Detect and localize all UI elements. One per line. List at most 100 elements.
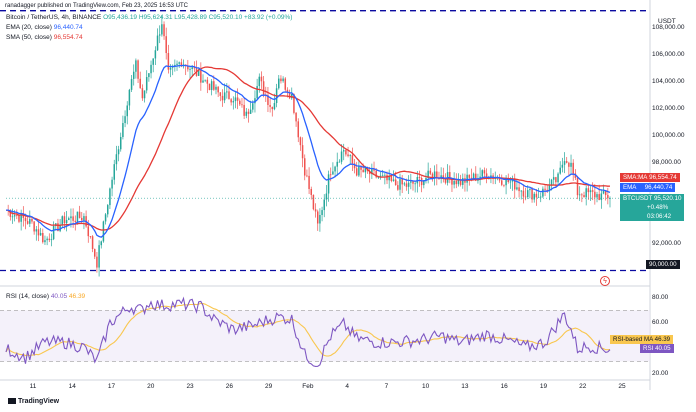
support-price-tag: 90,000.00 xyxy=(646,260,680,269)
candle-body xyxy=(388,175,390,181)
candle-body xyxy=(472,173,475,180)
time-tick: 29 xyxy=(264,383,273,390)
last-tag-label: BTCUSDT xyxy=(623,195,653,202)
candle-body xyxy=(81,217,83,221)
candle-body xyxy=(327,174,330,194)
candle-body xyxy=(576,177,579,196)
candle-body xyxy=(425,178,427,181)
alert-icon[interactable]: ϟ xyxy=(600,276,610,286)
candle-body xyxy=(156,35,159,51)
price-tick: 106,000.00 xyxy=(652,51,685,59)
candle-body xyxy=(468,174,471,178)
candle-body xyxy=(578,194,581,196)
candle-body xyxy=(104,214,107,222)
candle-body xyxy=(100,241,103,246)
candle-body xyxy=(570,162,572,167)
candle-body xyxy=(128,89,131,106)
candle-body xyxy=(581,194,583,196)
candle-body xyxy=(451,178,453,185)
candle-body xyxy=(262,81,265,95)
candle-body xyxy=(323,199,325,211)
candle-body xyxy=(221,95,224,101)
candle-body xyxy=(375,170,377,178)
candle-body xyxy=(455,181,458,185)
tv-logo-icon xyxy=(8,398,16,405)
candle-body xyxy=(295,112,297,122)
candle-body xyxy=(42,232,44,243)
candle-body xyxy=(163,24,165,37)
candle-body xyxy=(537,197,540,198)
candle-body xyxy=(239,100,241,105)
candle-body xyxy=(607,195,609,199)
candle-body xyxy=(609,198,611,200)
candle-body xyxy=(219,92,222,96)
candle-body xyxy=(449,172,451,179)
rsi-tick: 60.00 xyxy=(652,319,669,327)
candle-body xyxy=(377,177,380,179)
candle-body xyxy=(254,98,256,104)
candle-body xyxy=(96,256,98,268)
candle-body xyxy=(180,62,183,67)
candle-body xyxy=(351,155,354,164)
candle-body xyxy=(122,123,124,138)
candle-body xyxy=(379,175,382,178)
price-tick: 98,000.00 xyxy=(652,158,681,166)
candle-body xyxy=(384,174,386,176)
candle-body xyxy=(154,50,157,59)
candle-body xyxy=(282,78,284,82)
candle-body xyxy=(522,190,525,197)
currency-label: USDT xyxy=(658,18,676,25)
candle-body xyxy=(418,177,421,178)
ema-tag-label: EMA xyxy=(623,184,637,191)
candle-body xyxy=(481,170,484,177)
candle-body xyxy=(31,218,33,222)
candle-body xyxy=(65,220,68,224)
last-tag-change: +0.48% xyxy=(647,204,669,211)
candle-body xyxy=(550,179,553,185)
candle-body xyxy=(596,194,598,198)
candle-body xyxy=(310,188,313,195)
candle-body xyxy=(301,145,304,159)
candle-body xyxy=(74,220,77,222)
candle-body xyxy=(306,175,308,177)
candle-body xyxy=(260,76,263,82)
candle-body xyxy=(342,150,345,152)
candle-body xyxy=(412,181,414,184)
candle-body xyxy=(204,79,206,81)
candle-body xyxy=(440,175,442,179)
candle-body xyxy=(535,193,538,198)
price-tick: 100,000.00 xyxy=(652,131,685,139)
attribution: ranadagger published on TradingView.com,… xyxy=(5,3,189,9)
candle-body xyxy=(232,101,235,103)
candle-body xyxy=(132,71,135,79)
candle-body xyxy=(505,177,507,186)
candle-body xyxy=(76,211,79,222)
candle-body xyxy=(338,161,341,163)
candle-body xyxy=(241,104,243,106)
candle-body xyxy=(381,175,384,177)
candle-body xyxy=(585,188,587,198)
candle-body xyxy=(273,103,276,110)
candle-body xyxy=(189,68,191,70)
price-tick: 104,000.00 xyxy=(652,78,685,86)
candle-body xyxy=(141,88,144,99)
candle-body xyxy=(529,189,531,191)
candle-body xyxy=(390,175,393,181)
candle-body xyxy=(386,174,388,181)
candle-body xyxy=(187,65,189,70)
candle-body xyxy=(589,190,592,193)
candle-body xyxy=(256,86,258,99)
candle-body xyxy=(314,209,317,212)
support-tag-value: 90,000.00 xyxy=(649,261,677,268)
candle-body xyxy=(353,163,356,169)
last-tag-value: 95,520.10 xyxy=(653,195,682,202)
candle-body xyxy=(117,149,120,155)
candle-body xyxy=(539,196,542,198)
candle-body xyxy=(83,216,85,221)
legend-ema: EMA (20, close) 96,440.74 xyxy=(6,24,83,31)
candle-body xyxy=(288,92,291,99)
candle-body xyxy=(161,24,163,35)
candle-body xyxy=(329,174,332,176)
candle-body xyxy=(299,137,302,146)
